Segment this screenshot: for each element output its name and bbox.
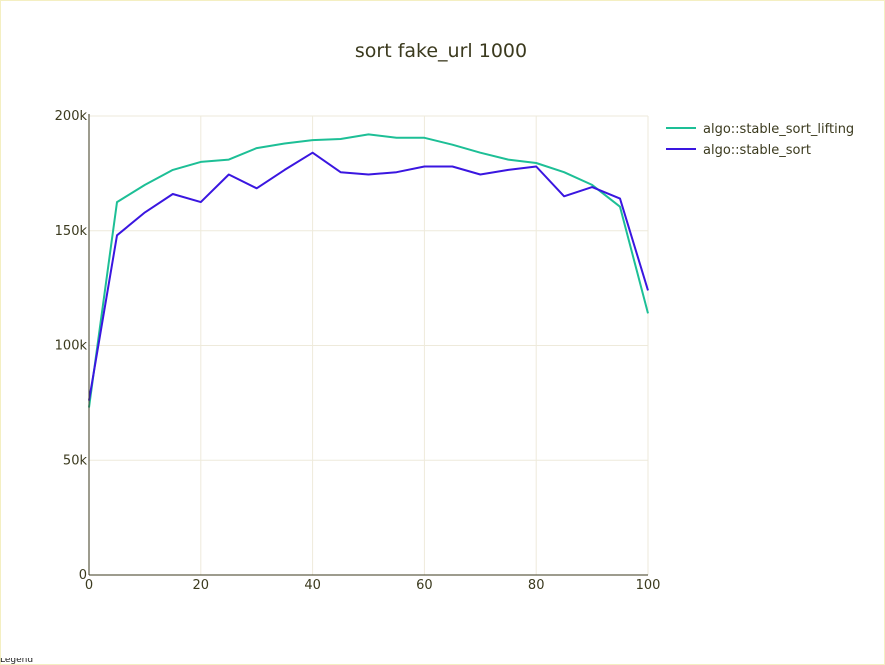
series-layer [88, 133, 649, 408]
tick-layer: 0 50k 100k 150k 200k 0 20 40 60 80 100 [55, 109, 661, 593]
x-tick-label: 100 [636, 578, 661, 593]
x-tick-label: 80 [528, 578, 545, 593]
legend-item-2[interactable]: algo::stable_sort [666, 143, 811, 158]
y-tick-label: 50k [63, 453, 88, 468]
clipped-text-fragment: Legend [0, 658, 34, 665]
series-line-1[interactable] [88, 133, 649, 408]
x-tick-label: 20 [193, 578, 210, 593]
x-tick-label: 40 [304, 578, 321, 593]
y-tick-label: 100k [55, 339, 88, 354]
grid-layer [89, 115, 649, 575]
y-tick-label: 150k [55, 224, 88, 239]
legend-item-1[interactable]: algo::stable_sort_lifting [666, 122, 854, 137]
y-tick-label: 200k [55, 109, 88, 124]
chart-title: sort fake_url 1000 [355, 40, 527, 62]
y-tick-label: 0 [79, 568, 87, 583]
x-tick-label: 60 [416, 578, 433, 593]
legend-label: algo::stable_sort [703, 143, 811, 158]
series-line-2[interactable] [88, 151, 649, 401]
legend-label: algo::stable_sort_lifting [703, 122, 854, 137]
legend[interactable]: algo::stable_sort_liftingalgo::stable_so… [666, 122, 854, 158]
x-tick-label: 0 [85, 578, 93, 593]
